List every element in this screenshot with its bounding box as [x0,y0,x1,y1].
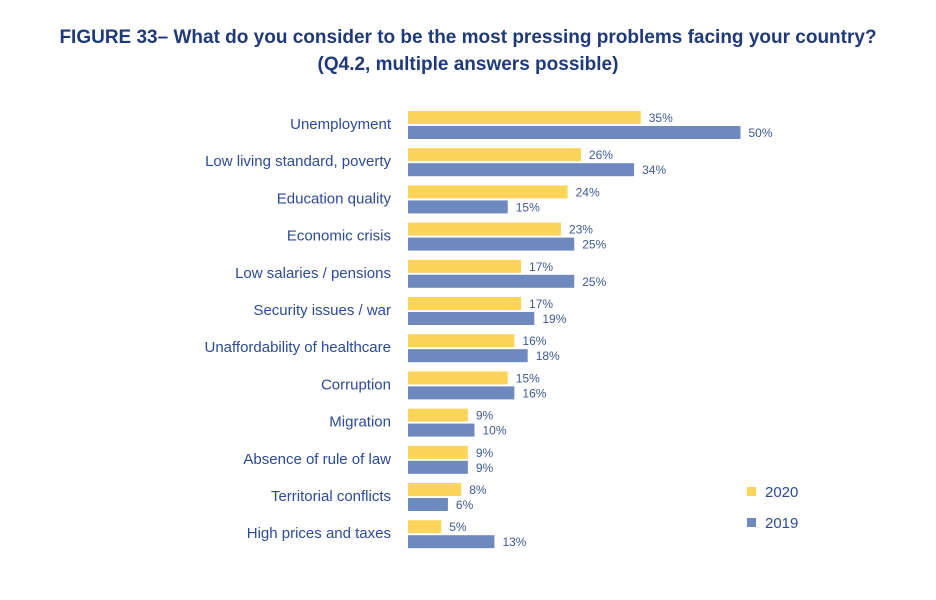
category-label: Absence of rule of law [243,451,391,468]
chart-title: FIGURE 33– What do you consider to be th… [0,24,936,78]
category-label: Territorial conflicts [271,488,391,505]
category-label: Migration [329,414,391,431]
bar-2020 [408,483,462,496]
data-label-2020: 5% [449,520,467,534]
bar-2019 [408,163,635,177]
legend-label-2020: 2020 [765,484,798,501]
bar-2019 [408,274,575,288]
data-label-2020: 23% [569,223,593,237]
bar-2019 [408,349,528,363]
bar-2020 [408,408,468,422]
category-label: Security issues / war [253,302,391,319]
chart-title-line1: FIGURE 33– What do you consider to be th… [59,27,877,48]
data-label-2020: 16% [522,334,546,348]
bar-2020 [408,520,442,534]
bar-2020 [408,148,581,162]
data-label-2019: 9% [476,461,494,475]
data-label-2020: 9% [476,409,494,423]
bar-2019 [408,460,468,474]
bar-2020 [408,259,522,273]
bar-2020 [408,445,468,459]
category-label: Unemployment [290,116,392,133]
bar-2019 [408,535,495,549]
data-label-2019: 16% [522,386,546,400]
data-label-2019: 13% [502,535,526,549]
data-label-2020: 26% [589,148,613,162]
category-label: Economic crisis [287,228,391,245]
data-label-2020: 8% [469,483,487,497]
category-label: High prices and taxes [247,525,391,542]
bar-2020 [408,371,508,385]
data-label-2019: 6% [456,498,474,512]
legend-swatch-2019 [747,518,756,527]
data-label-2020: 9% [476,446,494,460]
data-label-2020: 35% [649,111,673,125]
data-label-2020: 15% [516,371,540,385]
category-label: Corruption [321,376,391,393]
category-label: Unaffordability of healthcare [204,339,391,356]
legend-swatch-2020 [747,487,756,496]
category-label: Low salaries / pensions [235,265,391,282]
data-label-2019: 50% [749,126,773,140]
data-label-2019: 18% [536,349,560,363]
data-label-2020: 17% [529,260,553,274]
data-label-2019: 25% [582,238,606,252]
bar-2020 [408,185,568,199]
bar-2019 [408,237,575,251]
data-label-2019: 25% [582,275,606,289]
data-label-2020: 24% [576,185,600,199]
bar-2020 [408,111,641,124]
data-label-2019: 10% [483,424,507,438]
data-label-2019: 19% [542,312,566,326]
bar-2020 [408,222,561,236]
category-label: Education quality [277,190,392,207]
category-label: Low living standard, poverty [205,153,391,170]
data-label-2019: 15% [516,200,540,214]
bar-2020 [408,297,522,310]
data-label-2020: 17% [529,297,553,311]
legend-label-2019: 2019 [765,515,798,532]
bar-2019 [408,312,535,325]
data-label-2019: 34% [642,163,666,177]
bar-2019 [408,386,515,400]
bar-2019 [408,126,741,139]
chart-subtitle: (Q4.2, multiple answers possible) [317,54,619,75]
bar-2019 [408,423,475,437]
bar-2020 [408,334,515,348]
bar-2019 [408,200,508,214]
bar-2019 [408,498,448,511]
